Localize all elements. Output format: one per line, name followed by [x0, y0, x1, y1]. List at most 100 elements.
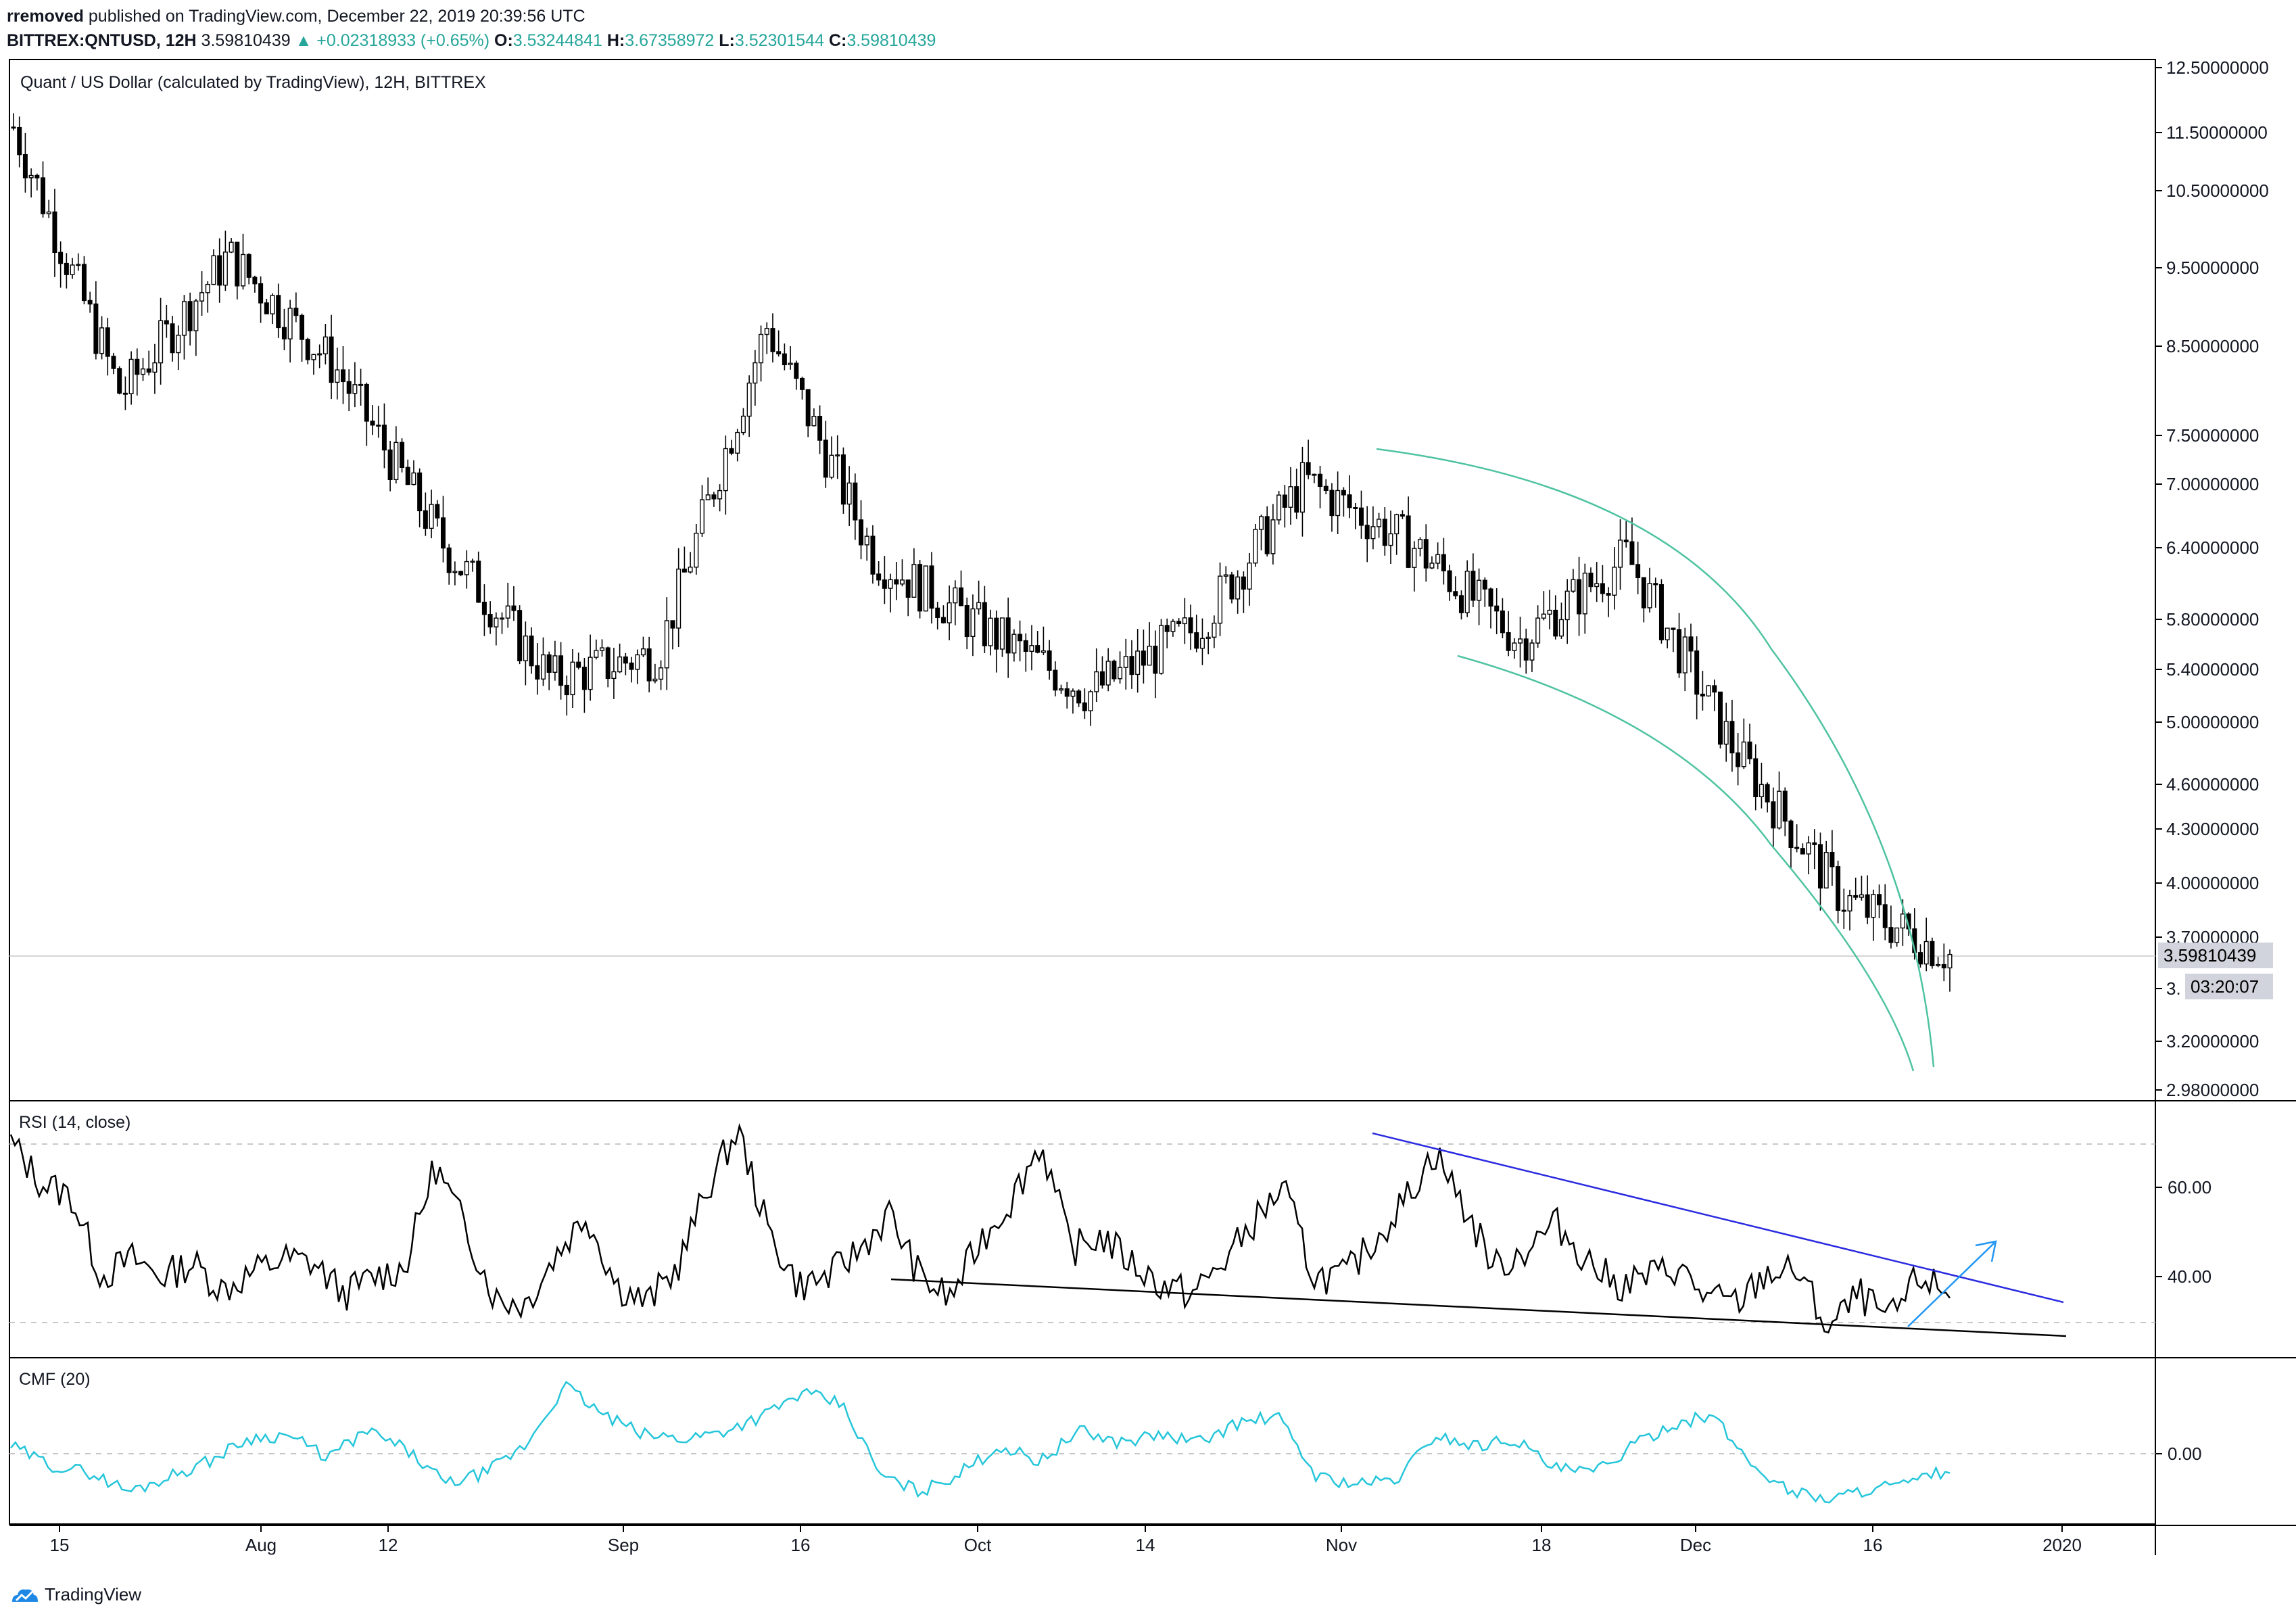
last-price-label-box [2158, 943, 2273, 968]
candle [158, 298, 164, 385]
candle [217, 238, 222, 303]
candle [1423, 524, 1429, 582]
candle [1558, 602, 1564, 639]
candle [1347, 475, 1352, 519]
footer-brand[interactable]: TradingView [9, 1581, 141, 1608]
time-tick-label: 15 [50, 1535, 70, 1555]
candle [1164, 618, 1170, 648]
candle [141, 358, 146, 381]
high-label: H: [606, 31, 625, 50]
candle [152, 343, 158, 394]
candle [1159, 619, 1164, 675]
candle [1223, 566, 1228, 584]
chart-border [9, 59, 2156, 1525]
candle [111, 352, 116, 375]
candle [1341, 487, 1346, 517]
candle [670, 620, 675, 650]
candle [1076, 689, 1082, 707]
cmf-legend[interactable]: CMF (20) [19, 1370, 91, 1389]
candle [1082, 688, 1087, 719]
last-price-axis-label: 3.59810439 [2163, 945, 2256, 966]
candle [76, 253, 81, 271]
candles-series [11, 113, 1953, 992]
rsi-legend[interactable]: RSI (14, close) [19, 1113, 130, 1132]
candle [381, 403, 387, 469]
candle [1682, 627, 1688, 692]
price-tick-label: 2.98000000 [2166, 1080, 2259, 1100]
candle [1335, 471, 1341, 535]
candle [823, 421, 828, 488]
candle [676, 548, 681, 647]
candle [1370, 506, 1376, 550]
candle [1276, 491, 1282, 525]
candle [882, 556, 887, 604]
candle [1806, 836, 1811, 875]
price-axis[interactable]: 12.50000000 11.50000000 10.50000000 9.50000… [2155, 57, 2269, 1100]
candle [711, 492, 717, 507]
price-tick-label: 4.30000000 [2166, 819, 2259, 839]
time-axis[interactable]: 15 Aug 12 Sep 16 Oct 14 Nov 18 Dec 16 2020 [50, 1525, 2082, 1555]
candle [1712, 680, 1717, 711]
candle [1053, 661, 1058, 696]
candle [1258, 514, 1264, 550]
time-tick-label: 14 [1136, 1535, 1155, 1555]
candle [1841, 888, 1846, 929]
cmf-axis[interactable]: 0.00 [2155, 1444, 2202, 1464]
candle [1535, 605, 1541, 648]
candle [1312, 473, 1317, 483]
time-tick-label: Oct [964, 1535, 992, 1555]
rsi-axis[interactable]: 60.00 40.00 [2155, 1177, 2211, 1287]
candle [994, 610, 999, 673]
candle [17, 116, 22, 168]
candle [1553, 595, 1558, 640]
candle [446, 544, 452, 585]
candle [1070, 688, 1076, 714]
main-legend[interactable]: Quant / US Dollar (calculated by Trading… [20, 73, 486, 92]
candle [1658, 579, 1664, 644]
rsi-trendline-upper [1372, 1132, 2064, 1304]
candle [659, 660, 664, 690]
candle [1364, 506, 1370, 563]
candle [81, 256, 87, 305]
candle [529, 627, 534, 674]
candle [176, 325, 181, 371]
chart-header: rremoved published on TradingView.com, D… [7, 4, 2285, 55]
candle [664, 597, 669, 690]
candle [999, 617, 1005, 657]
candle [700, 485, 705, 537]
candle [1135, 628, 1141, 693]
candle [605, 646, 611, 688]
candle [1882, 884, 1888, 941]
candle [1394, 513, 1400, 555]
candle [1453, 576, 1458, 600]
candle [1141, 629, 1146, 684]
candle [1741, 718, 1746, 769]
candle [929, 552, 934, 624]
candle [1947, 949, 1953, 992]
candle [1853, 878, 1859, 900]
candle [1817, 832, 1823, 911]
price-tick-label: 12.50000000 [2166, 57, 2269, 78]
author-name[interactable]: rremoved [7, 7, 84, 26]
candle [864, 527, 869, 561]
candle [959, 570, 964, 607]
candle [646, 636, 652, 692]
candle [1506, 611, 1511, 657]
candle [1812, 829, 1817, 870]
candle [1753, 744, 1759, 811]
candle [1612, 547, 1617, 610]
candle [1941, 943, 1946, 982]
candle [935, 602, 940, 629]
candle [759, 325, 764, 382]
candle [1270, 504, 1276, 565]
candle [464, 550, 469, 589]
candle [911, 548, 917, 598]
candle [1665, 627, 1670, 648]
candle [1323, 479, 1329, 495]
candle [258, 276, 264, 323]
candle [1406, 496, 1411, 569]
candle [1318, 465, 1323, 508]
candle [264, 298, 269, 314]
candle [1388, 510, 1393, 565]
